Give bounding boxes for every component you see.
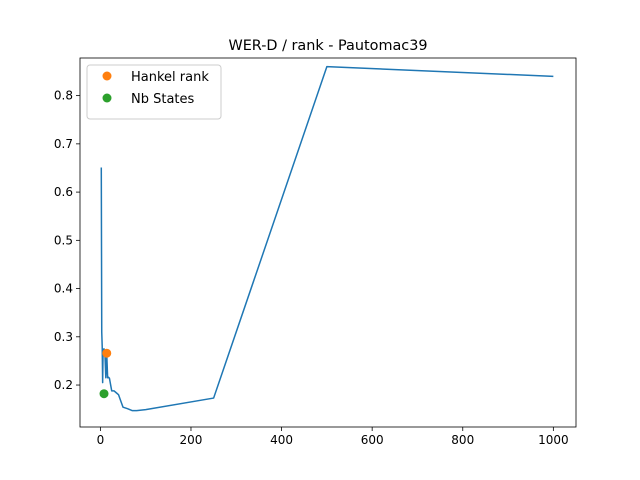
legend-marker — [102, 93, 112, 103]
x-tick-label: 600 — [361, 433, 384, 447]
x-tick-label: 200 — [180, 433, 203, 447]
y-tick-label: 0.4 — [54, 282, 73, 296]
y-tick-label: 0.2 — [54, 378, 73, 392]
y-tick-label: 0.5 — [54, 233, 73, 247]
legend: Hankel rank Nb States — [86, 64, 222, 120]
legend-marker — [102, 71, 112, 81]
series-line-0 — [100, 65, 554, 412]
x-tick-label: 800 — [451, 433, 474, 447]
legend-label: Hankel rank — [131, 70, 209, 85]
legend-label: Nb States — [131, 92, 195, 107]
data-point-hankel-rank — [102, 348, 112, 358]
data-point-nb-states — [99, 389, 109, 399]
y-tick-label: 0.7 — [54, 137, 73, 151]
y-tick-label: 0.8 — [54, 89, 73, 103]
y-tick-label: 0.3 — [54, 330, 73, 344]
x-tick-label: 0 — [97, 433, 105, 447]
axes: 0 200 400 600 800 1000 0.2 0.3 0.4 0.5 0.6 0.7 0.8 — [54, 57, 577, 447]
chart-title: WER-D / rank - Pautomac39 — [228, 38, 427, 54]
plot-area — [99, 65, 554, 412]
x-tick-label: 400 — [270, 433, 293, 447]
axes-frame — [79, 57, 577, 428]
legend-box — [86, 64, 222, 120]
y-tick-label: 0.6 — [54, 185, 73, 199]
x-tick-label: 1000 — [538, 433, 569, 447]
